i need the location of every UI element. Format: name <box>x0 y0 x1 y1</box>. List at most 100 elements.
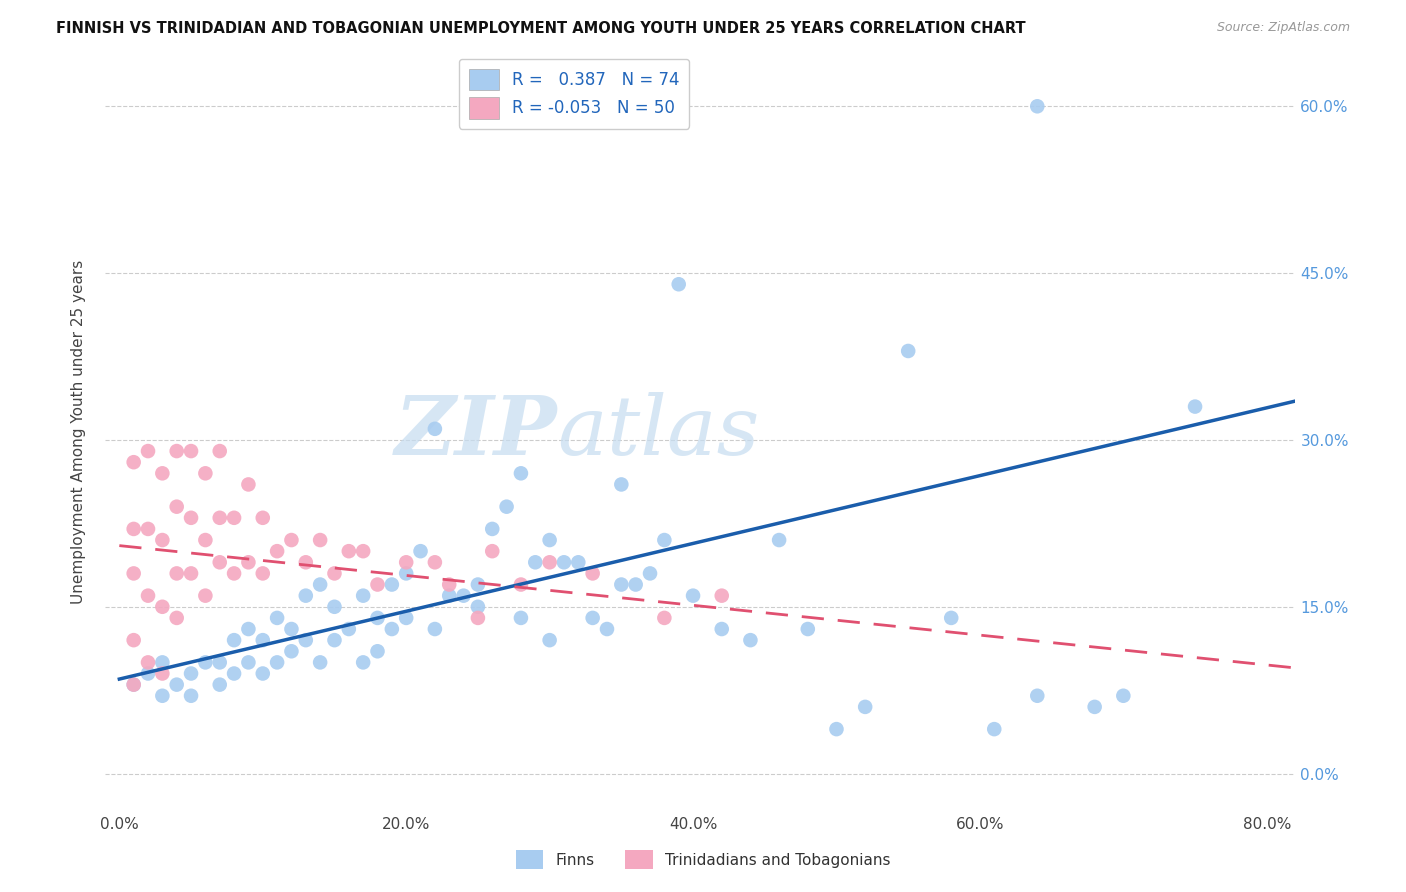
Point <box>166 611 188 625</box>
Point <box>423 555 446 569</box>
Text: Source: ZipAtlas.com: Source: ZipAtlas.com <box>1216 21 1350 35</box>
Point <box>238 477 260 491</box>
Point <box>352 544 374 558</box>
Point <box>366 644 388 658</box>
Point <box>194 467 217 481</box>
Point <box>710 589 733 603</box>
Point <box>180 689 202 703</box>
Point <box>409 544 432 558</box>
Point <box>208 444 231 458</box>
Point <box>136 656 159 670</box>
Text: ZIP: ZIP <box>395 392 557 472</box>
Point <box>166 678 188 692</box>
Text: FINNISH VS TRINIDADIAN AND TOBAGONIAN UNEMPLOYMENT AMONG YOUTH UNDER 25 YEARS CO: FINNISH VS TRINIDADIAN AND TOBAGONIAN UN… <box>56 21 1026 37</box>
Point <box>1084 699 1107 714</box>
Point <box>1026 689 1049 703</box>
Point <box>352 656 374 670</box>
Point <box>136 444 159 458</box>
Point <box>150 599 173 614</box>
Point <box>366 577 388 591</box>
Point <box>467 577 489 591</box>
Point <box>553 555 575 569</box>
Point <box>309 577 332 591</box>
Point <box>710 622 733 636</box>
Text: atlas: atlas <box>557 392 759 472</box>
Legend: R =   0.387   N = 74, R = -0.053   N = 50: R = 0.387 N = 74, R = -0.053 N = 50 <box>458 59 689 128</box>
Point <box>122 455 145 469</box>
Point <box>222 666 245 681</box>
Point <box>538 633 561 648</box>
Point <box>166 444 188 458</box>
Point <box>266 656 288 670</box>
Point <box>194 589 217 603</box>
Point <box>1026 99 1049 113</box>
Point <box>136 666 159 681</box>
Legend: Finns, Trinidadians and Tobagonians: Finns, Trinidadians and Tobagonians <box>509 844 897 875</box>
Point <box>208 510 231 524</box>
Point <box>423 422 446 436</box>
Point <box>381 577 404 591</box>
Point <box>122 522 145 536</box>
Point <box>208 678 231 692</box>
Point <box>1184 400 1206 414</box>
Point <box>180 444 202 458</box>
Point <box>439 589 461 603</box>
Point <box>208 555 231 569</box>
Point <box>122 566 145 581</box>
Point <box>439 577 461 591</box>
Point <box>740 633 762 648</box>
Point <box>467 611 489 625</box>
Point <box>166 500 188 514</box>
Point <box>222 566 245 581</box>
Point <box>682 589 704 603</box>
Point <box>309 656 332 670</box>
Point <box>166 566 188 581</box>
Point <box>610 577 633 591</box>
Point <box>122 678 145 692</box>
Point <box>495 500 517 514</box>
Point <box>352 589 374 603</box>
Point <box>510 577 533 591</box>
Point <box>538 555 561 569</box>
Point <box>596 622 619 636</box>
Point <box>825 722 848 736</box>
Point <box>266 611 288 625</box>
Point <box>366 611 388 625</box>
Point <box>266 544 288 558</box>
Point <box>280 622 302 636</box>
Point <box>638 566 661 581</box>
Point <box>252 510 274 524</box>
Point <box>797 622 820 636</box>
Point <box>180 666 202 681</box>
Point <box>252 633 274 648</box>
Point <box>510 611 533 625</box>
Point <box>294 555 316 569</box>
Point <box>582 566 605 581</box>
Point <box>983 722 1005 736</box>
Point <box>238 622 260 636</box>
Point <box>323 566 346 581</box>
Point <box>150 689 173 703</box>
Point <box>395 555 418 569</box>
Point <box>395 611 418 625</box>
Point <box>180 510 202 524</box>
Point <box>853 699 876 714</box>
Point <box>323 633 346 648</box>
Point <box>381 622 404 636</box>
Point <box>294 633 316 648</box>
Point <box>624 577 647 591</box>
Point <box>238 555 260 569</box>
Point <box>524 555 547 569</box>
Point <box>194 533 217 547</box>
Y-axis label: Unemployment Among Youth under 25 years: Unemployment Among Youth under 25 years <box>72 260 86 604</box>
Point <box>122 633 145 648</box>
Point <box>453 589 475 603</box>
Point <box>567 555 589 569</box>
Point <box>510 467 533 481</box>
Point <box>150 533 173 547</box>
Point <box>208 656 231 670</box>
Point <box>194 656 217 670</box>
Point <box>252 566 274 581</box>
Point <box>122 678 145 692</box>
Point <box>280 644 302 658</box>
